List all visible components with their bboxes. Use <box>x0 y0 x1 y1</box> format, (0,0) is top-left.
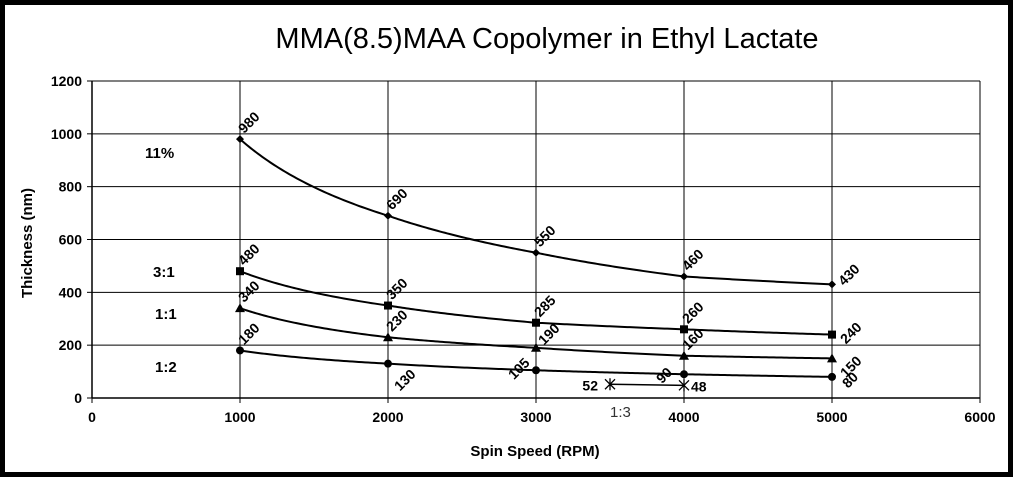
y-tick-label: 200 <box>59 337 83 353</box>
series-name-label: 3:1 <box>153 264 175 281</box>
data-label: 52 <box>582 377 598 393</box>
data-label: 690 <box>383 185 411 213</box>
x-tick-label: 5000 <box>816 409 847 425</box>
data-point-diamond <box>828 280 836 289</box>
tick-labels: 0 200 400 600 800 1000 1200 0 1000 2000 3000 4000 50… <box>51 73 996 425</box>
data-label: 480 <box>235 240 263 268</box>
data-label: 430 <box>835 261 863 289</box>
series-name-label: 1:2 <box>155 359 177 376</box>
y-tick-label: 1200 <box>51 73 82 89</box>
data-label: 350 <box>383 275 411 303</box>
x-tick-label: 3000 <box>520 409 551 425</box>
data-label: 460 <box>679 246 707 274</box>
data-point-square <box>532 318 540 327</box>
series-line <box>609 383 685 387</box>
data-label: 285 <box>531 292 559 320</box>
data-label: 980 <box>235 108 263 136</box>
data-label: 130 <box>391 366 419 394</box>
chart-frame: MMA(8.5)MAA Copolymer in Ethyl Lactate T… <box>5 5 1008 472</box>
data-label: 340 <box>235 277 263 305</box>
series-name-label: 1:1 <box>155 306 177 323</box>
y-tick-label: 400 <box>59 284 83 300</box>
data-point-square <box>384 301 392 310</box>
data-point-triangle <box>827 353 837 363</box>
data-point-triangle <box>531 342 541 352</box>
x-tick-label: 1000 <box>224 409 255 425</box>
series-layer: 11% 980 690 550 460 430 3:1 480 350 285 260 240 1:1 3… <box>145 108 865 421</box>
data-point-circle <box>532 366 540 375</box>
y-tick-label: 600 <box>59 232 83 248</box>
series-1-3: 1:3 52 48 <box>582 377 706 421</box>
data-label: 105 <box>505 354 533 382</box>
data-label: 48 <box>691 378 707 394</box>
data-point-triangle <box>383 332 393 342</box>
data-label: 240 <box>837 319 865 347</box>
data-point-triangle <box>235 303 245 313</box>
data-point-triangle <box>679 350 689 360</box>
y-tick-label: 800 <box>59 179 83 195</box>
data-label: 230 <box>383 306 411 334</box>
axes <box>87 80 981 403</box>
y-axis-label: Thickness (nm) <box>19 188 36 298</box>
data-label: 550 <box>531 222 559 250</box>
data-label: 180 <box>235 320 263 348</box>
x-tick-label: 6000 <box>964 409 995 425</box>
x-tick-label: 2000 <box>372 409 403 425</box>
x-tick-label: 4000 <box>668 409 699 425</box>
data-point-diamond <box>236 135 244 144</box>
x-tick-label: 0 <box>88 409 96 425</box>
data-point-square <box>680 325 688 334</box>
data-point-asterisk <box>678 379 690 392</box>
thickness-vs-spin-speed-chart: MMA(8.5)MAA Copolymer in Ethyl Lactate T… <box>19 23 996 460</box>
data-point-circle <box>384 359 392 368</box>
y-tick-label: 1000 <box>51 126 82 142</box>
data-point-diamond <box>384 211 392 220</box>
data-point-circle <box>236 346 244 355</box>
data-point-diamond <box>680 272 688 281</box>
data-point-square <box>828 330 836 339</box>
series-name-label: 11% <box>145 145 174 162</box>
chart-title: MMA(8.5)MAA Copolymer in Ethyl Lactate <box>275 23 818 55</box>
data-point-square <box>236 267 244 276</box>
data-label: 90 <box>653 364 675 386</box>
data-point-circle <box>828 372 836 381</box>
gridlines <box>92 80 981 398</box>
x-axis-label: Spin Speed (RPM) <box>470 443 599 460</box>
data-point-circle <box>680 370 688 379</box>
data-point-diamond <box>532 248 540 257</box>
series-name-label: 1:3 <box>610 404 631 421</box>
data-point-asterisk <box>604 378 616 391</box>
data-label: 260 <box>679 298 707 326</box>
y-tick-label: 0 <box>74 390 82 406</box>
